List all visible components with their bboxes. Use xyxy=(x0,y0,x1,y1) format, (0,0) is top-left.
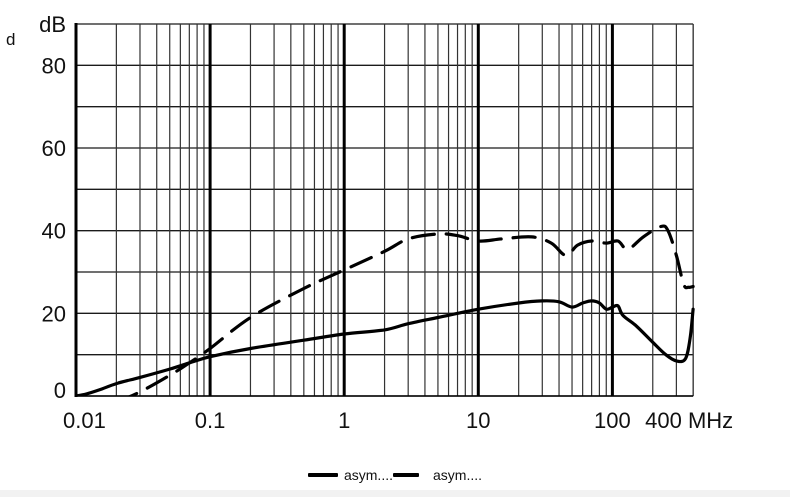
y-tick-label: 60 xyxy=(42,136,66,161)
legend-item-solid[interactable]: asym.... xyxy=(307,467,393,483)
chart-svg: 0 20 40 60 80 dB 0.01 0.1 1 10 100 400 MHz d xyxy=(6,12,733,433)
y-tick-label: 0 xyxy=(54,378,66,403)
bottom-strip xyxy=(0,490,790,497)
solid-series-line xyxy=(76,299,695,396)
legend-label: asym.... xyxy=(433,467,483,483)
y-tick-label: 40 xyxy=(42,219,66,244)
solid-line-icon xyxy=(307,473,338,477)
legend-item-dashed[interactable]: asym.... xyxy=(393,467,482,483)
y-tick-label: 20 xyxy=(42,301,66,326)
x-tick-label: 1 xyxy=(338,408,350,433)
y-tick-label: dB xyxy=(39,12,66,37)
dashed-line-icon xyxy=(393,473,419,477)
legend: asym.... asym.... xyxy=(0,462,790,488)
corner-label: d xyxy=(6,30,15,49)
x-tick-label: 0.01 xyxy=(63,408,106,433)
series-layer xyxy=(76,224,695,396)
axes: 0 20 40 60 80 dB 0.01 0.1 1 10 100 400 MHz xyxy=(39,12,733,433)
x-tick-label: 400 MHz xyxy=(645,408,733,433)
x-tick-label: 10 xyxy=(466,408,490,433)
dashed-series-line xyxy=(127,224,695,396)
grid xyxy=(74,23,694,397)
y-tick-label: 80 xyxy=(42,53,66,78)
x-tick-label: 0.1 xyxy=(195,408,226,433)
legend-label: asym.... xyxy=(343,467,393,483)
x-tick-label: 100 xyxy=(594,408,631,433)
chart: 0 20 40 60 80 dB 0.01 0.1 1 10 100 400 MHz d xyxy=(6,12,733,433)
